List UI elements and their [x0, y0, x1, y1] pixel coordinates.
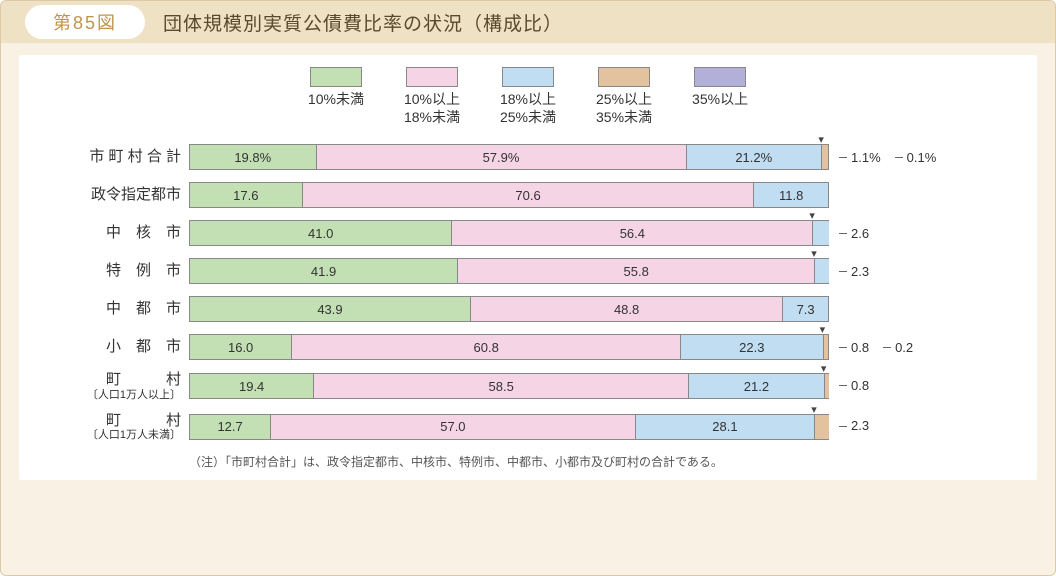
legend-swatch [406, 67, 458, 87]
legend-label: 25%以上35%未満 [596, 91, 652, 126]
callout-value: 1.1% [839, 150, 881, 165]
bar-segment: 22.3 [680, 334, 823, 360]
callout-group: 2.6 [839, 220, 869, 246]
legend-swatch [310, 67, 362, 87]
bar-segment: 19.4 [189, 373, 313, 399]
arrow-marker: ▾ [820, 323, 826, 336]
chart-body: 10%未満 10%以上18%未満 18%以上25%未満 25%以上35%未満 35%以上… [19, 55, 1037, 480]
legend-item: 25%以上35%未満 [596, 67, 652, 126]
bar-segment: 48.8 [470, 296, 782, 322]
bar-segment: 16.0 [189, 334, 291, 360]
legend-item: 35%以上 [692, 67, 748, 126]
bar-segment: 58.5 [313, 373, 688, 399]
figure-number-badge: 第85図 [25, 5, 145, 39]
bar-rows: 市 町 村 合 計19.8%57.9%21.2%▾1.1%0.1%政令指定都市1… [49, 144, 1007, 441]
bar-segment: 41.0 [189, 220, 451, 246]
bar-segment [814, 258, 829, 284]
legend-label: 35%以上 [692, 91, 748, 109]
bar-segment: 60.8 [291, 334, 680, 360]
row-label: 町 村〔人口1万人未満〕 [49, 413, 189, 442]
arrow-marker: ▾ [811, 247, 817, 260]
callout-group: 2.3 [839, 258, 869, 284]
stacked-bar: 16.060.822.3▾ [189, 334, 829, 360]
arrow-marker: ▾ [809, 209, 815, 222]
legend-label: 18%以上25%未満 [500, 91, 556, 126]
callout-value: 0.8 [839, 340, 869, 355]
row-label: 市 町 村 合 計 [49, 149, 189, 166]
bar-segment: 17.6 [189, 182, 302, 208]
footnote: （注）「市町村合計」は、政令指定都市、中核市、特例市、中都市、小都市及び町村の合… [189, 453, 1007, 470]
bar-segment [824, 373, 829, 399]
figure-container: 第85図 団体規模別実質公債費比率の状況（構成比） 10%未満 10%以上18%未… [0, 0, 1056, 576]
bar-row: 中 核 市41.056.4▾ 2.6 [49, 220, 1007, 246]
bar-segment: 41.9 [189, 258, 457, 284]
legend-swatch [694, 67, 746, 87]
bar-segment: 56.4 [451, 220, 812, 246]
callout-value: 2.3 [839, 264, 869, 279]
bar-row: 小 都 市16.060.822.3▾ 0.8 0.2 [49, 334, 1007, 360]
bar-segment: 11.8 [753, 182, 829, 208]
stacked-bar: 41.056.4▾ [189, 220, 829, 246]
callout-value: 0.1% [895, 150, 937, 165]
stacked-bar: 43.948.87.3 [189, 296, 829, 322]
bar-row: 市 町 村 合 計19.8%57.9%21.2%▾ 1.1% 0.1% [49, 144, 1007, 170]
stacked-bar: 12.757.028.1▾ [189, 414, 829, 440]
bar-row: 町 村〔人口1万人未満〕12.757.028.1▾ 2.3 [49, 413, 1007, 442]
bar-row: 政令指定都市17.670.611.8 [49, 182, 1007, 208]
bar-row: 町 村〔人口1万人以上〕19.458.521.2▾ 0.8 [49, 372, 1007, 401]
bar-segment: 57.9% [316, 144, 686, 170]
arrow-marker: ▾ [818, 133, 824, 146]
callout-value: 0.2 [883, 340, 913, 355]
bar-segment: 19.8% [189, 144, 316, 170]
row-label: 中 核 市 [49, 225, 189, 242]
bar-segment: 57.0 [270, 414, 634, 440]
callout-group: 0.8 0.2 [839, 334, 913, 360]
arrow-marker: ▾ [811, 403, 817, 416]
callout-value: 2.3 [839, 418, 869, 433]
bar-segment: 28.1 [635, 414, 815, 440]
legend-label: 10%未満 [308, 91, 364, 109]
bar-segment: 12.7 [189, 414, 270, 440]
legend-item: 10%以上18%未満 [404, 67, 460, 126]
bar-segment [821, 144, 828, 170]
bar-segment: 7.3 [782, 296, 829, 322]
arrow-marker: ▾ [821, 362, 827, 375]
legend-swatch [598, 67, 650, 87]
callout-group: 1.1% 0.1% [839, 144, 936, 170]
callout-group: 0.8 [839, 372, 869, 398]
figure-title: 団体規模別実質公債費比率の状況（構成比） [163, 9, 563, 36]
bar-segment [828, 334, 829, 360]
callout-value: 0.8 [839, 378, 869, 393]
bar-row: 特 例 市41.955.8▾ 2.3 [49, 258, 1007, 284]
legend-label: 10%以上18%未満 [404, 91, 460, 126]
bar-segment: 21.2 [688, 373, 824, 399]
row-label: 中 都 市 [49, 301, 189, 318]
bar-row: 中 都 市43.948.87.3 [49, 296, 1007, 322]
bar-segment: 55.8 [457, 258, 814, 284]
bar-segment [828, 144, 829, 170]
bar-segment [814, 414, 829, 440]
stacked-bar: 19.8%57.9%21.2%▾ [189, 144, 829, 170]
legend: 10%未満 10%以上18%未満 18%以上25%未満 25%以上35%未満 35%以上 [49, 67, 1007, 126]
row-label: 町 村〔人口1万人以上〕 [49, 372, 189, 401]
bar-segment: 21.2% [686, 144, 821, 170]
stacked-bar: 41.955.8▾ [189, 258, 829, 284]
row-label: 特 例 市 [49, 263, 189, 280]
row-label: 政令指定都市 [49, 187, 189, 204]
bar-segment: 43.9 [189, 296, 470, 322]
bar-segment: 70.6 [302, 182, 754, 208]
callout-value: 2.6 [839, 226, 869, 241]
callout-group: 2.3 [839, 413, 869, 439]
figure-header: 第85図 団体規模別実質公債費比率の状況（構成比） [1, 1, 1055, 43]
bar-segment [812, 220, 829, 246]
legend-item: 18%以上25%未満 [500, 67, 556, 126]
legend-swatch [502, 67, 554, 87]
row-label: 小 都 市 [49, 339, 189, 356]
stacked-bar: 17.670.611.8 [189, 182, 829, 208]
legend-item: 10%未満 [308, 67, 364, 126]
stacked-bar: 19.458.521.2▾ [189, 373, 829, 399]
